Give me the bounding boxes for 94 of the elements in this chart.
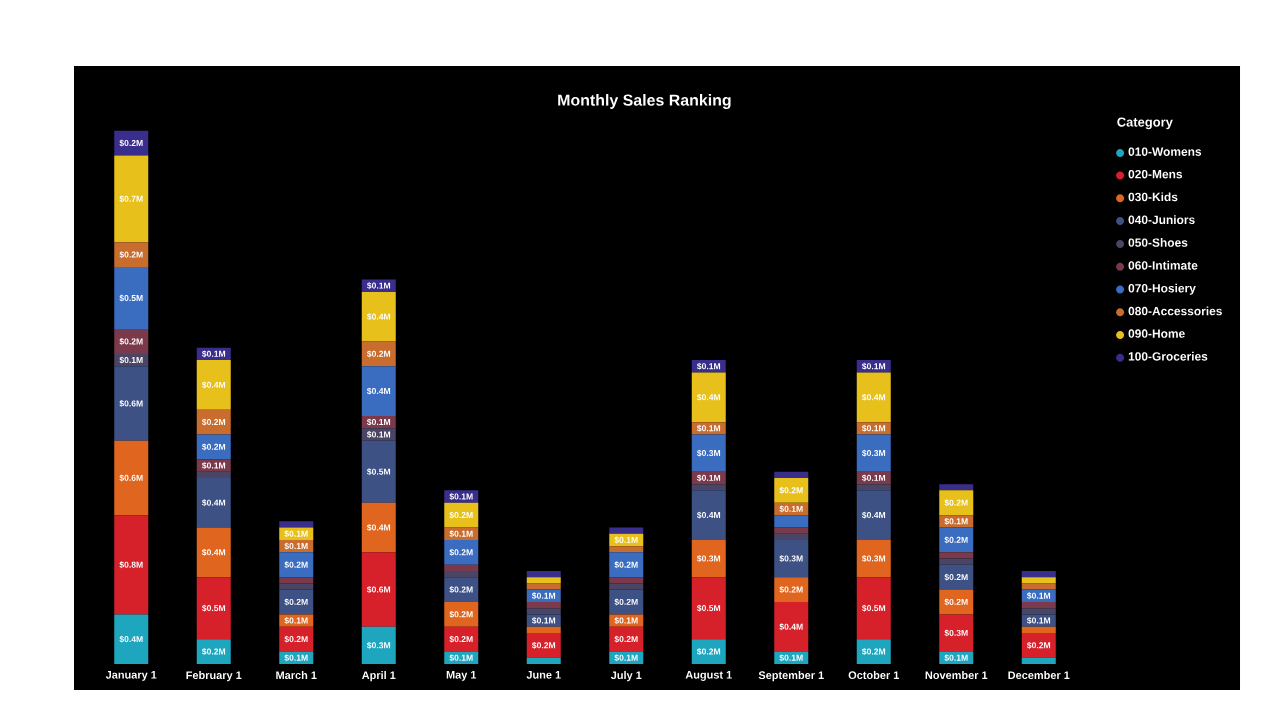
bar <box>279 552 314 578</box>
bar <box>361 552 396 627</box>
bar <box>361 440 396 503</box>
bar <box>609 546 644 553</box>
bar <box>361 366 396 416</box>
bar <box>361 291 396 342</box>
bar <box>609 626 644 652</box>
bar <box>196 577 231 640</box>
bar <box>856 434 891 472</box>
bar <box>774 471 809 478</box>
bar <box>1021 608 1056 615</box>
bar <box>609 577 644 584</box>
bar <box>939 552 974 559</box>
bar <box>1021 570 1056 578</box>
bar <box>526 601 561 609</box>
bar <box>691 539 726 578</box>
bar <box>444 490 479 503</box>
bar <box>1021 583 1056 590</box>
bar <box>279 583 314 590</box>
bar <box>279 614 314 627</box>
bar <box>279 626 314 652</box>
bar <box>1021 614 1056 627</box>
bar <box>856 577 891 640</box>
bar <box>774 477 809 503</box>
bar <box>691 484 726 491</box>
bar <box>939 564 974 590</box>
bar <box>691 490 726 540</box>
bar <box>526 583 561 590</box>
bar <box>444 564 479 571</box>
bar <box>856 639 891 664</box>
bar <box>114 366 149 441</box>
bar <box>691 577 726 640</box>
bar <box>856 372 891 423</box>
bar <box>1021 657 1056 664</box>
bar <box>691 639 726 664</box>
bar <box>609 552 644 578</box>
bar <box>1021 601 1056 609</box>
bar <box>196 360 231 410</box>
bar <box>526 608 561 615</box>
bar <box>691 360 726 373</box>
bar <box>856 539 891 578</box>
bar <box>609 527 644 534</box>
bar <box>444 502 479 528</box>
bar <box>279 577 314 584</box>
bar <box>114 614 149 664</box>
bar <box>774 515 809 528</box>
bar <box>196 639 231 664</box>
bar <box>361 626 396 664</box>
bar <box>939 490 974 516</box>
bar <box>526 570 561 578</box>
bar <box>691 422 726 435</box>
bar <box>196 471 231 478</box>
bar <box>114 267 149 330</box>
bar <box>279 521 314 528</box>
bar <box>114 515 149 615</box>
bar <box>196 477 231 528</box>
bar <box>856 360 891 373</box>
bar <box>361 428 396 441</box>
bar <box>774 577 809 602</box>
bar <box>774 601 809 652</box>
bar <box>114 242 149 268</box>
bar <box>526 614 561 627</box>
bar <box>444 601 479 627</box>
bar <box>444 570 479 578</box>
bar <box>691 434 726 472</box>
bar <box>114 440 149 516</box>
bar <box>856 484 891 491</box>
bar <box>526 657 561 664</box>
bar <box>774 533 809 540</box>
bar <box>114 155 149 243</box>
bar <box>444 577 479 602</box>
bar <box>196 459 231 472</box>
bar <box>1021 632 1056 658</box>
bar <box>774 539 809 578</box>
bar <box>526 632 561 658</box>
bar <box>609 583 644 590</box>
bar <box>1021 577 1056 584</box>
bar <box>196 409 231 435</box>
bar <box>609 614 644 627</box>
bar <box>856 422 891 435</box>
bar <box>444 539 479 565</box>
bar <box>691 372 726 423</box>
bar <box>939 614 974 652</box>
bar <box>361 502 396 553</box>
bar <box>526 626 561 633</box>
bar <box>114 329 149 354</box>
bar <box>939 484 974 491</box>
bar <box>1021 626 1056 633</box>
bar <box>526 577 561 584</box>
bar <box>939 558 974 565</box>
bar <box>444 626 479 652</box>
bar <box>774 527 809 534</box>
bar <box>196 527 231 578</box>
bar <box>856 490 891 540</box>
